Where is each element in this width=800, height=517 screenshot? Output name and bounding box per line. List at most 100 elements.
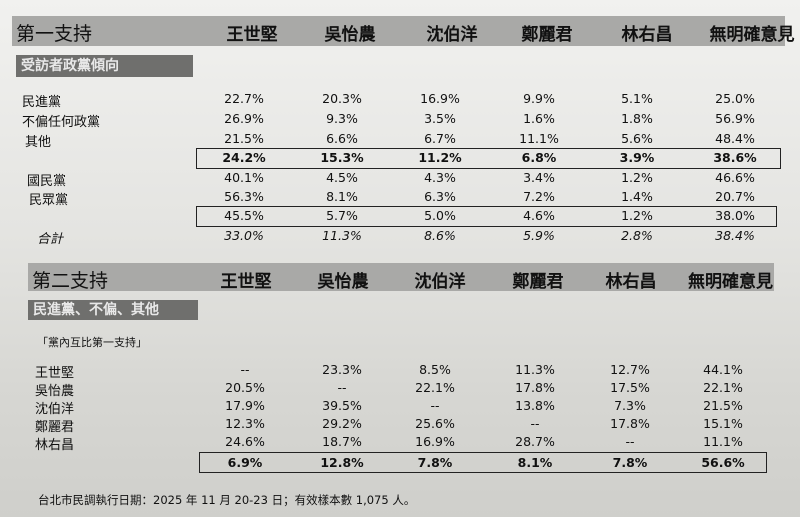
- row-label: 民眾黨: [29, 193, 69, 208]
- cell: 48.4%: [715, 131, 755, 146]
- cell: 22.1%: [703, 380, 743, 395]
- table-row: 民進黨 22.7% 20.3% 16.9% 9.9% 5.1% 25.0%: [0, 91, 800, 111]
- table-row: 吳怡農 20.5% -- 22.1% 17.8% 17.5% 22.1%: [0, 380, 800, 400]
- cell: 17.9%: [225, 398, 265, 413]
- cell: 1.6%: [523, 111, 555, 126]
- cell: 4.3%: [424, 170, 456, 185]
- cell: 3.5%: [424, 111, 456, 126]
- cell: 5.1%: [621, 91, 653, 106]
- cell: 46.6%: [715, 170, 755, 185]
- cell: 8.1%: [326, 189, 358, 204]
- column-header-4: 鄭麗君: [512, 272, 564, 292]
- cell: 8.5%: [419, 362, 451, 377]
- cell: 6.7%: [424, 131, 456, 146]
- cell: 1.8%: [621, 111, 653, 126]
- cell: 6.6%: [326, 131, 358, 146]
- column-header-1: 王世堅: [220, 272, 272, 292]
- column-header-2: 吳怡農: [324, 25, 376, 45]
- cell: 17.8%: [610, 416, 650, 431]
- column-header-2: 吳怡農: [317, 272, 369, 292]
- total-row: 合計 33.0% 11.3% 8.6% 5.9% 2.8% 38.4%: [0, 228, 800, 248]
- subtotal-box: [196, 206, 777, 227]
- cell: 22.7%: [224, 91, 264, 106]
- cell: 3.4%: [523, 170, 555, 185]
- row-label: 林右昌: [35, 438, 75, 453]
- subtotal-row: 6.9% 12.8% 7.8% 8.1% 7.8% 56.6%: [0, 455, 800, 475]
- cell: 38.4%: [715, 228, 755, 243]
- cell: 44.1%: [703, 362, 743, 377]
- cell: 7.8%: [612, 455, 648, 470]
- subtotal-box: [196, 148, 781, 169]
- column-header-3: 沈伯洋: [414, 272, 466, 292]
- section2-subtitle: 民進黨、不偏、其他: [28, 300, 198, 320]
- cell: --: [530, 416, 540, 431]
- cell: 6.3%: [424, 189, 456, 204]
- subtotal-row: 24.2% 15.3% 11.2% 6.8% 3.9% 38.6%: [0, 150, 800, 170]
- column-header-5: 林右昌: [605, 272, 657, 292]
- row-label: 鄭麗君: [35, 420, 75, 435]
- section1-subtitle: 受訪者政黨傾向: [16, 55, 193, 77]
- column-header-4: 鄭麗君: [521, 25, 573, 45]
- row-label: 吳怡農: [35, 384, 75, 399]
- cell: 39.5%: [322, 398, 362, 413]
- cell: --: [625, 434, 635, 449]
- subtotal-box: [199, 452, 767, 473]
- cell: 38.0%: [715, 208, 755, 223]
- cell: 22.1%: [415, 380, 455, 395]
- cell: 28.7%: [515, 434, 555, 449]
- cell: --: [430, 398, 440, 413]
- table-row: 王世堅 -- 23.3% 8.5% 11.3% 12.7% 44.1%: [0, 362, 800, 382]
- cell: 16.9%: [420, 91, 460, 106]
- row-label: 不偏任何政黨: [22, 115, 101, 130]
- section1-header-bar: 第一支持 王世堅 吳怡農 沈伯洋 鄭麗君 林右昌 無明確意見: [12, 16, 795, 46]
- cell: 12.7%: [610, 362, 650, 377]
- row-label: 民進黨: [22, 95, 62, 110]
- cell: 15.3%: [320, 150, 364, 165]
- table-row: 國民黨 40.1% 4.5% 4.3% 3.4% 1.2% 46.6%: [0, 170, 800, 190]
- section2-title: 第二支持: [32, 270, 109, 292]
- column-header-5: 林右昌: [621, 25, 673, 45]
- cell: 16.9%: [415, 434, 455, 449]
- cell: 2.8%: [621, 228, 653, 243]
- table-row: 民眾黨 56.3% 8.1% 6.3% 7.2% 1.4% 20.7%: [0, 189, 800, 209]
- table-row: 不偏任何政黨 26.9% 9.3% 3.5% 1.6% 1.8% 56.9%: [0, 111, 800, 131]
- cell: 12.3%: [225, 416, 265, 431]
- cell: 11.3%: [515, 362, 555, 377]
- cell: 13.8%: [515, 398, 555, 413]
- subtotal-row: 45.5% 5.7% 5.0% 4.6% 1.2% 38.0%: [0, 208, 800, 228]
- cell: 1.2%: [621, 170, 653, 185]
- cell: 20.3%: [322, 91, 362, 106]
- cell: 1.2%: [621, 208, 653, 223]
- column-header-3: 沈伯洋: [426, 25, 478, 45]
- cell: 4.5%: [326, 170, 358, 185]
- cell: 11.2%: [418, 150, 462, 165]
- cell: 21.5%: [224, 131, 264, 146]
- cell: 4.6%: [523, 208, 555, 223]
- table-row: 其他 21.5% 6.6% 6.7% 11.1% 5.6% 48.4%: [0, 131, 800, 151]
- column-header-6: 無明確意見: [688, 272, 773, 292]
- cell: 11.3%: [322, 228, 362, 243]
- cell: 5.9%: [523, 228, 555, 243]
- section2-note: 「黨內互比第一支持」: [37, 336, 147, 349]
- column-header-6: 無明確意見: [709, 25, 795, 45]
- cell: 17.8%: [515, 380, 555, 395]
- cell: 7.8%: [417, 455, 453, 470]
- cell: --: [337, 380, 347, 395]
- table-row: 鄭麗君 12.3% 29.2% 25.6% -- 17.8% 15.1%: [0, 416, 800, 436]
- cell: 24.2%: [222, 150, 266, 165]
- cell: --: [240, 362, 250, 377]
- cell: 12.8%: [320, 455, 364, 470]
- survey-footnote: 台北市民調執行日期：2025 年 11 月 20-23 日；有效樣本數 1,07…: [38, 493, 416, 507]
- cell: 9.3%: [326, 111, 358, 126]
- row-label: 合計: [37, 232, 64, 247]
- cell: 29.2%: [322, 416, 362, 431]
- cell: 11.1%: [519, 131, 559, 146]
- cell: 6.9%: [227, 455, 263, 470]
- cell: 45.5%: [224, 208, 264, 223]
- cell: 33.0%: [224, 228, 264, 243]
- cell: 56.3%: [224, 189, 264, 204]
- section2-header-bar: 第二支持 王世堅 吳怡農 沈伯洋 鄭麗君 林右昌 無明確意見: [28, 263, 774, 292]
- cell: 56.6%: [701, 455, 745, 470]
- column-header-1: 王世堅: [226, 25, 278, 45]
